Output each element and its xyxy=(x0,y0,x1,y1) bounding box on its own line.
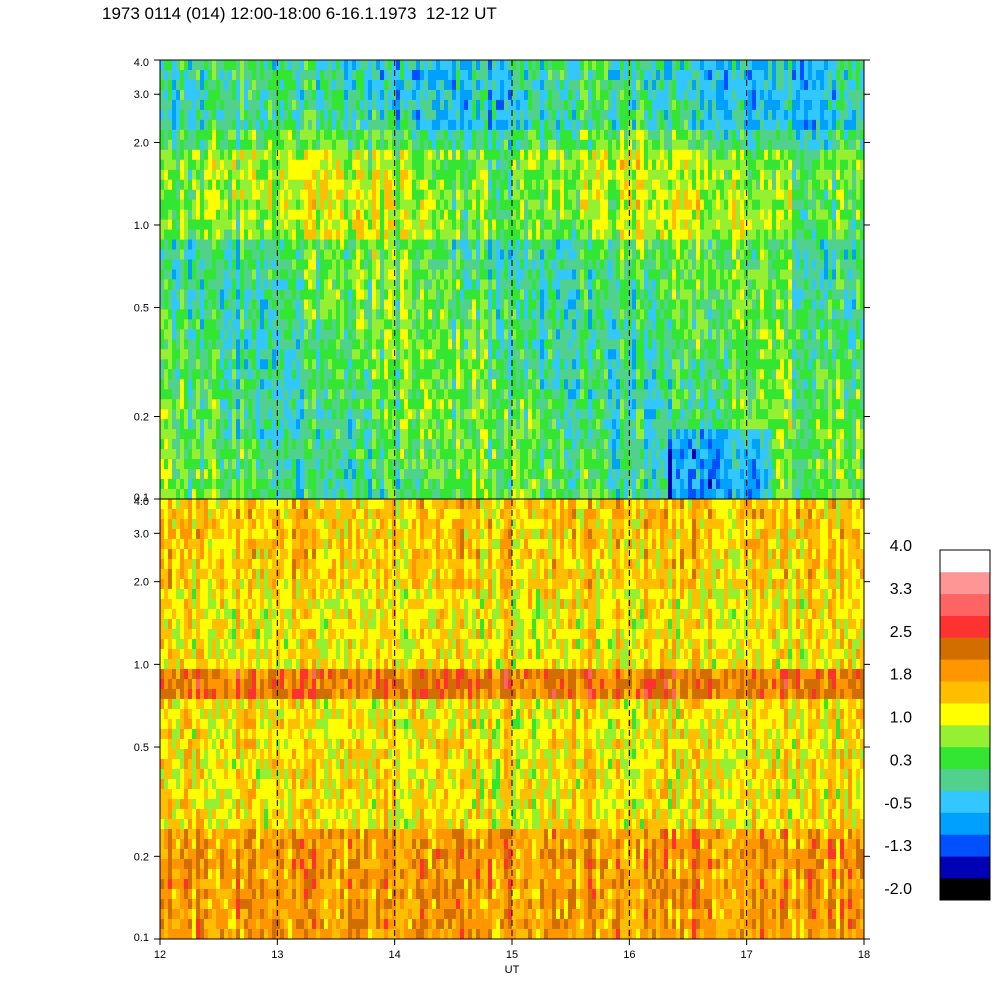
colorbar-swatch xyxy=(940,834,990,857)
y-tick-label: 4.0 xyxy=(134,496,149,508)
x-tick-label: 17 xyxy=(741,949,753,961)
x-tick-label: 13 xyxy=(271,949,283,961)
colorbar-label: 1.8 xyxy=(890,667,912,684)
colorbar-swatch xyxy=(940,746,990,770)
colorbar-swatch xyxy=(940,790,990,813)
colorbar-swatch xyxy=(940,615,990,638)
colorbar-label: 0.3 xyxy=(890,752,912,769)
colorbar-swatch xyxy=(940,856,990,879)
x-tick-label: 12 xyxy=(154,949,166,961)
colorbar-swatch xyxy=(940,659,990,682)
y-tick-label: 1.0 xyxy=(134,220,149,232)
y-tick-label: 0.5 xyxy=(134,742,149,754)
y-tick-label: 0.2 xyxy=(134,851,149,863)
top-spectrogram-panel xyxy=(160,60,864,499)
colorbar-swatch xyxy=(940,812,990,835)
colorbar-label: -0.5 xyxy=(884,795,912,812)
colorbar-label: 3.3 xyxy=(890,581,912,598)
colorbar-swatch xyxy=(940,768,990,791)
colorbar-label: -2.0 xyxy=(884,881,912,898)
y-tick-label: 4.0 xyxy=(134,57,149,69)
y-tick-label: 2.0 xyxy=(134,137,149,149)
x-tick-label: 15 xyxy=(506,949,518,961)
colorbar-swatch xyxy=(940,681,990,704)
top-y-axis: 4.0 3.0 2.0 1.0 0.5 0.2 0.1 xyxy=(134,57,870,504)
colorbar-swatch xyxy=(940,637,990,660)
colorbar-swatch xyxy=(940,725,990,748)
x-tick-label: 14 xyxy=(389,949,401,961)
y-tick-label: 0.1 xyxy=(134,492,149,504)
y-tick-label: 0.2 xyxy=(134,412,149,424)
x-tick-label: 16 xyxy=(623,949,635,961)
x-tick-label: 18 xyxy=(858,949,870,961)
y-tick-label: 2.0 xyxy=(134,577,149,589)
colorbar-swatch xyxy=(940,550,990,573)
y-tick-label: 3.0 xyxy=(134,528,149,540)
colorbar-frame xyxy=(939,549,991,901)
colorbar-label: 2.5 xyxy=(890,624,912,641)
x-axis: 12 13 14 15 16 17 18 xyxy=(154,939,870,961)
colorbar-label: 1.0 xyxy=(890,710,912,727)
colorbar-swatch xyxy=(940,571,990,595)
bottom-spectrogram-panel xyxy=(160,499,864,939)
colorbar-label: 4.0 xyxy=(890,538,912,555)
colorbar-swatch xyxy=(940,878,990,901)
colorbar-swatch xyxy=(940,703,990,726)
y-tick-label: 0.1 xyxy=(134,932,149,944)
x-axis-label: UT xyxy=(505,964,520,976)
colorbar: 4.0 3.3 2.5 1.8 1.0 0.3 -0.5 -1.3 -2.0 xyxy=(884,538,991,901)
y-tick-label: 0.5 xyxy=(134,302,149,314)
colorbar-swatch xyxy=(940,593,990,616)
y-tick-label: 3.0 xyxy=(134,89,149,101)
chart-title: 1973 0114 (014) 12:00-18:00 6-16.1.1973 … xyxy=(102,4,497,23)
dashed-time-gridlines xyxy=(276,60,748,939)
bottom-y-axis: 4.0 3.0 2.0 1.0 0.5 0.2 0.1 xyxy=(134,496,870,944)
y-tick-label: 1.0 xyxy=(134,659,149,671)
colorbar-label: -1.3 xyxy=(884,838,912,855)
